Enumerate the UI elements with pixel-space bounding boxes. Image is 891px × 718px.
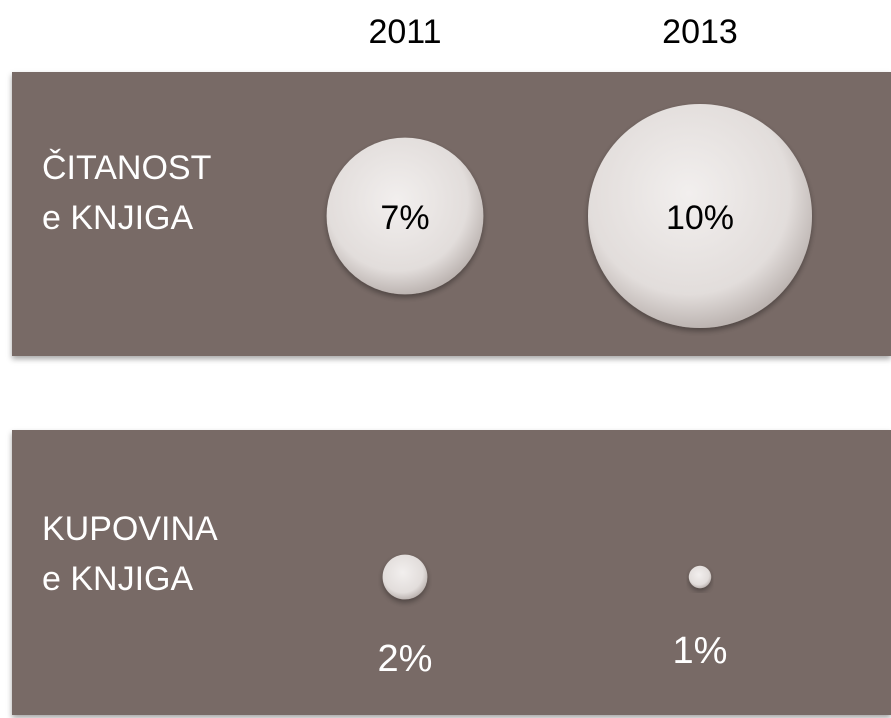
column-label: 2013 (662, 13, 738, 51)
value-label: 1% (673, 630, 728, 672)
column-label: 2011 (368, 13, 441, 51)
value-label: 7% (380, 199, 429, 237)
value-label: 2% (378, 638, 433, 680)
row-label: KUPOVINA e KNJIGA (42, 510, 218, 598)
value-label: 10% (666, 199, 734, 237)
bubble (326, 137, 484, 295)
bubble (588, 104, 812, 328)
row-label: ČITANOST e KNJIGA (42, 149, 211, 237)
panel (12, 430, 891, 715)
bubble (382, 554, 428, 600)
bubble (688, 565, 712, 589)
